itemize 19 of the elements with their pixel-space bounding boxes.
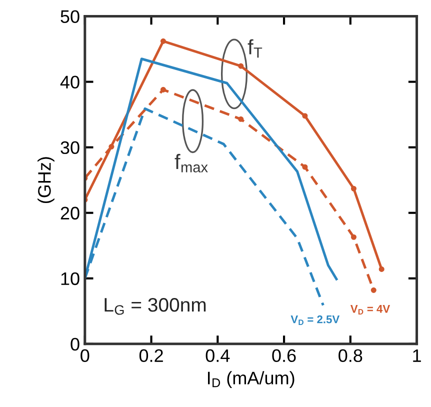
annotation: V$_{D}$ = 4V xyxy=(350,305,390,314)
x-tick-label: 1 xyxy=(413,349,421,362)
x-axis-title: I$_{D}$ (mA/um) xyxy=(208,371,294,388)
x-tick-label: 0.4 xyxy=(206,349,230,362)
annotation: f$_{max}$ xyxy=(174,154,208,172)
y-tick-label: 50 xyxy=(60,10,80,23)
y-tick-label: 10 xyxy=(61,272,80,286)
x-tick-label: 0.8 xyxy=(338,349,362,362)
y-tick-label: 40 xyxy=(60,76,80,89)
annotation: L$_{G}$ = 300nm xyxy=(104,298,206,315)
x-tick-label: 0.6 xyxy=(272,349,296,362)
y-tick-label: 0 xyxy=(70,338,80,351)
annotation: V$_{D}$ = 2.5V xyxy=(290,315,340,325)
y-tick-label: 20 xyxy=(60,206,80,220)
x-tick-label: 0.2 xyxy=(139,349,163,362)
y-axis-title: (GHz) xyxy=(38,157,54,204)
annotation: f$_{T}$ xyxy=(248,39,262,58)
x-tick-label: 0 xyxy=(80,349,90,362)
y-tick-label: 30 xyxy=(60,141,80,154)
